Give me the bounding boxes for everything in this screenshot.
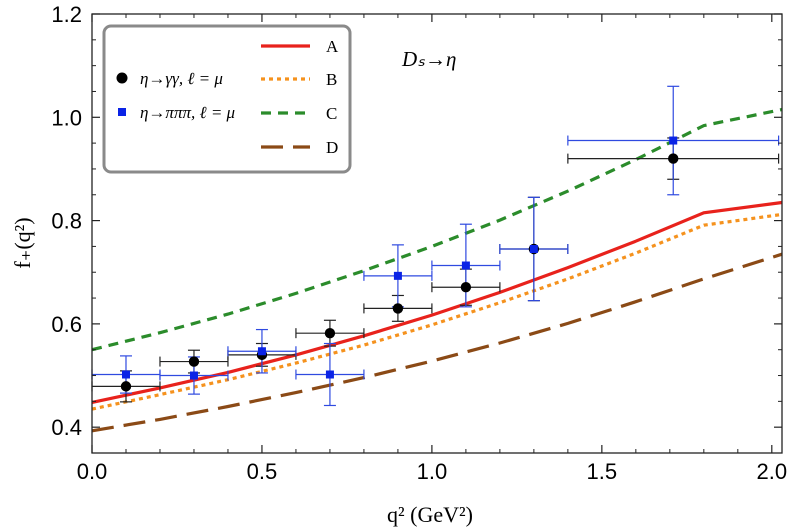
x-tick-label: 1.0 <box>417 459 448 484</box>
data-point-circle <box>324 327 336 339</box>
data-point-circle <box>668 153 679 164</box>
points-layer <box>120 136 679 392</box>
y-axis-label: f₊(q²) <box>10 217 35 268</box>
data-point-square <box>461 261 470 270</box>
legend-marker-circle <box>116 72 128 84</box>
data-point-square <box>325 370 334 379</box>
legend-series-label: B <box>326 70 337 89</box>
y-tick-label: 0.4 <box>51 415 82 440</box>
y-tick-label: 1.0 <box>51 105 82 130</box>
data-point-circle <box>120 381 132 392</box>
legend-series-label: D <box>326 138 338 157</box>
x-axis-label: q² (GeV²) <box>387 502 473 527</box>
data-point-square <box>121 370 130 379</box>
legend-label: η→πππ, ℓ = μ <box>140 103 235 122</box>
legend-series-label: A <box>326 37 339 56</box>
y-tick-label: 0.6 <box>51 312 82 337</box>
data-point-square <box>529 244 538 253</box>
data-point-square <box>257 347 266 356</box>
x-tick-label: 1.5 <box>587 459 618 484</box>
data-point-circle <box>188 356 200 367</box>
data-point-square <box>393 271 402 280</box>
legend-label: η→γγ, ℓ = μ <box>140 69 223 88</box>
curves-layer <box>91 107 783 433</box>
curve-B <box>91 212 783 411</box>
x-tick-label: 0.0 <box>77 459 108 484</box>
data-point-square <box>189 371 198 380</box>
curve-A <box>91 200 783 404</box>
data-point-circle <box>392 303 404 314</box>
legend-series-label: C <box>326 104 337 123</box>
data-point-circle <box>460 282 472 293</box>
legend: η→γγ, ℓ = μ η→πππ, ℓ = μ <box>102 24 352 174</box>
chart-annotation: Dₛ→η <box>401 47 456 71</box>
data-point-square <box>669 136 678 145</box>
legend-box <box>102 24 352 174</box>
curve-D <box>91 252 783 433</box>
x-tick-label: 2.0 <box>757 459 788 484</box>
curve-C <box>91 107 783 352</box>
ticks-layer: 0.0 0.5 1.0 1.5 2.0 0.4 0.6 0.8 1.0 1.2 <box>51 2 787 484</box>
legend-marker-square <box>118 108 126 116</box>
y-tick-label: 0.8 <box>51 209 82 234</box>
y-tick-label: 1.2 <box>51 2 82 27</box>
plot-frame <box>91 13 783 454</box>
x-tick-label: 0.5 <box>247 459 278 484</box>
